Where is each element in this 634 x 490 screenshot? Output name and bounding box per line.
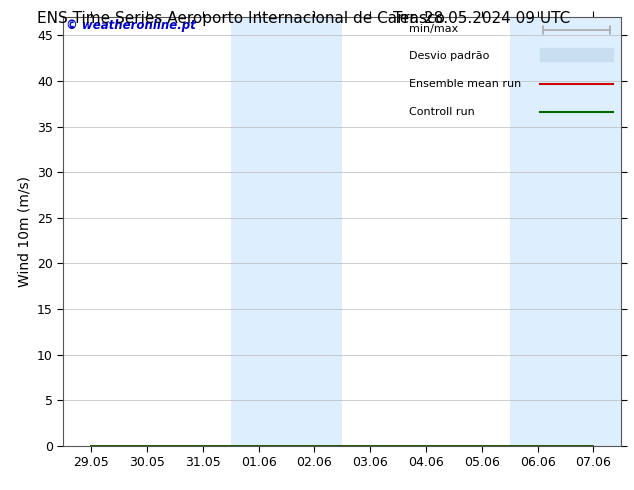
Y-axis label: Wind 10m (m/s): Wind 10m (m/s) (18, 176, 32, 287)
Text: ENS Time Series Aeroporto Internacional de Carrasco: ENS Time Series Aeroporto Internacional … (37, 11, 445, 26)
Text: © weatheronline.pt: © weatheronline.pt (66, 19, 196, 32)
Text: Ter. 28.05.2024 09 UTC: Ter. 28.05.2024 09 UTC (393, 11, 571, 26)
Bar (510, 17, 621, 446)
Text: Ensemble mean run: Ensemble mean run (410, 79, 522, 89)
Text: min/max: min/max (410, 24, 458, 34)
Text: Controll run: Controll run (410, 107, 475, 117)
FancyBboxPatch shape (540, 49, 613, 61)
Text: Desvio padrão: Desvio padrão (410, 51, 489, 61)
Bar (231, 17, 342, 446)
